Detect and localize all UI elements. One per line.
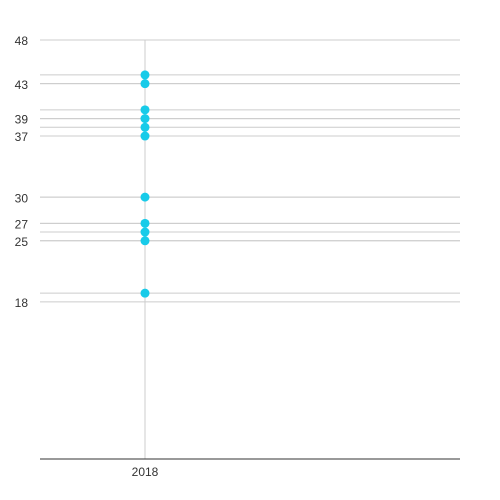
dot xyxy=(140,122,150,132)
y-tick-label: 37 xyxy=(15,130,29,144)
dot xyxy=(140,288,150,298)
x-tick-label: 2018 xyxy=(132,465,159,479)
dot xyxy=(140,114,150,124)
dot xyxy=(140,218,150,228)
y-tick-label: 25 xyxy=(15,235,29,249)
y-tick-label: 27 xyxy=(15,217,29,231)
y-tick-label: 43 xyxy=(15,78,29,92)
dot xyxy=(140,105,150,115)
dot xyxy=(140,131,150,141)
dot xyxy=(140,79,150,89)
y-tick-label: 30 xyxy=(15,191,29,205)
dot xyxy=(140,70,150,80)
dot xyxy=(140,192,150,202)
y-tick-label: 18 xyxy=(15,296,29,310)
dot xyxy=(140,236,150,246)
y-tick-label: 48 xyxy=(15,34,29,48)
dot xyxy=(140,227,150,237)
y-tick-label: 39 xyxy=(15,113,29,127)
